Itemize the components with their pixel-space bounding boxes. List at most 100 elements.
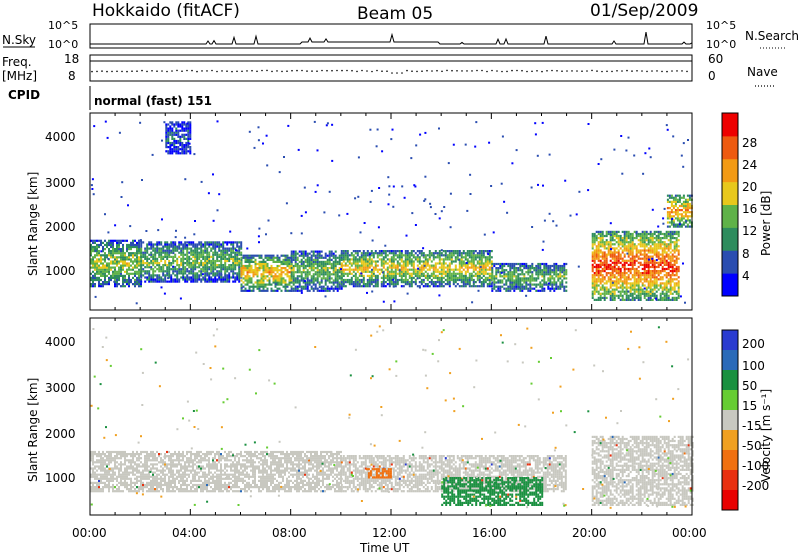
power-pixel [669, 282, 672, 285]
power-pixel [605, 247, 608, 250]
power-pixel [188, 255, 191, 258]
power-pixel [316, 184, 319, 187]
power-pixel [480, 283, 483, 286]
power-pixel [591, 274, 594, 277]
power-pixel [185, 146, 188, 149]
power-pixel [495, 275, 498, 278]
power-pixel [130, 278, 132, 282]
power-pixel [182, 274, 185, 277]
power-pixel [482, 254, 485, 257]
power-pixel [114, 250, 116, 253]
power-pixel [637, 298, 640, 301]
power-pixel [224, 278, 227, 281]
power-pixel [376, 252, 379, 255]
power-pixel [480, 268, 483, 271]
power-pixel [334, 273, 337, 276]
power-pixel [611, 265, 614, 269]
power-pixel [476, 254, 479, 257]
power-pixel [631, 243, 634, 246]
power-pixel [633, 286, 636, 289]
power-pixel [324, 279, 327, 282]
power-pixel [238, 278, 241, 281]
power-pixel [246, 258, 249, 261]
power-pixel [344, 252, 347, 255]
power-pixel [655, 249, 658, 252]
power-pixel [158, 266, 161, 269]
power-pixel [358, 285, 361, 288]
power-pixel [266, 267, 269, 270]
power-pixel [330, 273, 333, 276]
power-pixel [452, 276, 455, 279]
station-title: Hokkaido (fitACF) [92, 1, 240, 21]
power-pixel [647, 294, 650, 297]
power-pixel [623, 249, 626, 252]
power-pixel [675, 267, 678, 271]
power-pixel [543, 267, 546, 270]
power-pixel [404, 278, 407, 282]
power-pixel [466, 254, 469, 257]
power-pixel [410, 258, 413, 261]
power-pixel [472, 283, 475, 286]
power-pixel [603, 263, 606, 266]
power-pixel [432, 276, 435, 279]
power-pixel [639, 239, 642, 242]
power-pixel [406, 264, 409, 267]
power-pixel [398, 254, 401, 257]
power-pixel [513, 262, 516, 266]
power-pixel [380, 262, 383, 265]
power-pixel [308, 262, 311, 266]
power-pixel [138, 241, 140, 244]
power-pixel [170, 268, 173, 271]
power-pixel [490, 283, 493, 286]
power-pixel [465, 262, 468, 264]
power-pixel [676, 215, 679, 218]
power-pixel [175, 131, 178, 134]
power-pixel [350, 272, 353, 275]
freq-point [546, 70, 548, 72]
power-pixel [158, 255, 161, 258]
power-pixel [128, 262, 130, 265]
power-pixel [460, 272, 463, 275]
power-pixel [286, 264, 289, 268]
power-pixel [278, 256, 281, 259]
power-pixel [666, 194, 669, 197]
power-pixel [488, 268, 491, 271]
freq-point [586, 70, 588, 72]
power-pixel [104, 281, 106, 284]
power-pixel [677, 232, 680, 236]
power-pixel [140, 274, 143, 277]
power-pixel [116, 256, 118, 259]
power-pixel [320, 269, 323, 272]
power-pixel [470, 276, 473, 279]
power-pixel [206, 264, 209, 267]
power-pixel [324, 269, 327, 272]
power-pixel [108, 270, 110, 273]
power-pixel [240, 276, 243, 279]
power-pixel [296, 287, 299, 290]
power-pixel [543, 262, 546, 266]
power-pixel [214, 243, 217, 246]
power-pixel [332, 267, 335, 270]
power-pixel [244, 287, 247, 290]
freq-point [631, 70, 633, 72]
power-pixel [605, 292, 608, 295]
power-pixel [645, 290, 648, 293]
power-pixel [104, 283, 106, 286]
power-pixel [362, 276, 365, 279]
power-pixel [242, 289, 245, 292]
power-pixel [154, 280, 157, 283]
power-pixel [613, 280, 616, 283]
power-pixel [358, 283, 361, 286]
power-pixel [130, 268, 132, 271]
power-pixel [617, 253, 620, 256]
power-pixel [230, 276, 233, 279]
power-pixel [649, 257, 652, 260]
power-pixel [138, 274, 140, 277]
power-pixel [344, 254, 347, 257]
power-pixel [615, 280, 618, 283]
power-pixel [442, 260, 445, 263]
power-pixel [625, 282, 628, 285]
power-pixel [440, 252, 443, 255]
power-pixel [635, 270, 638, 273]
power-pixel [462, 283, 465, 286]
